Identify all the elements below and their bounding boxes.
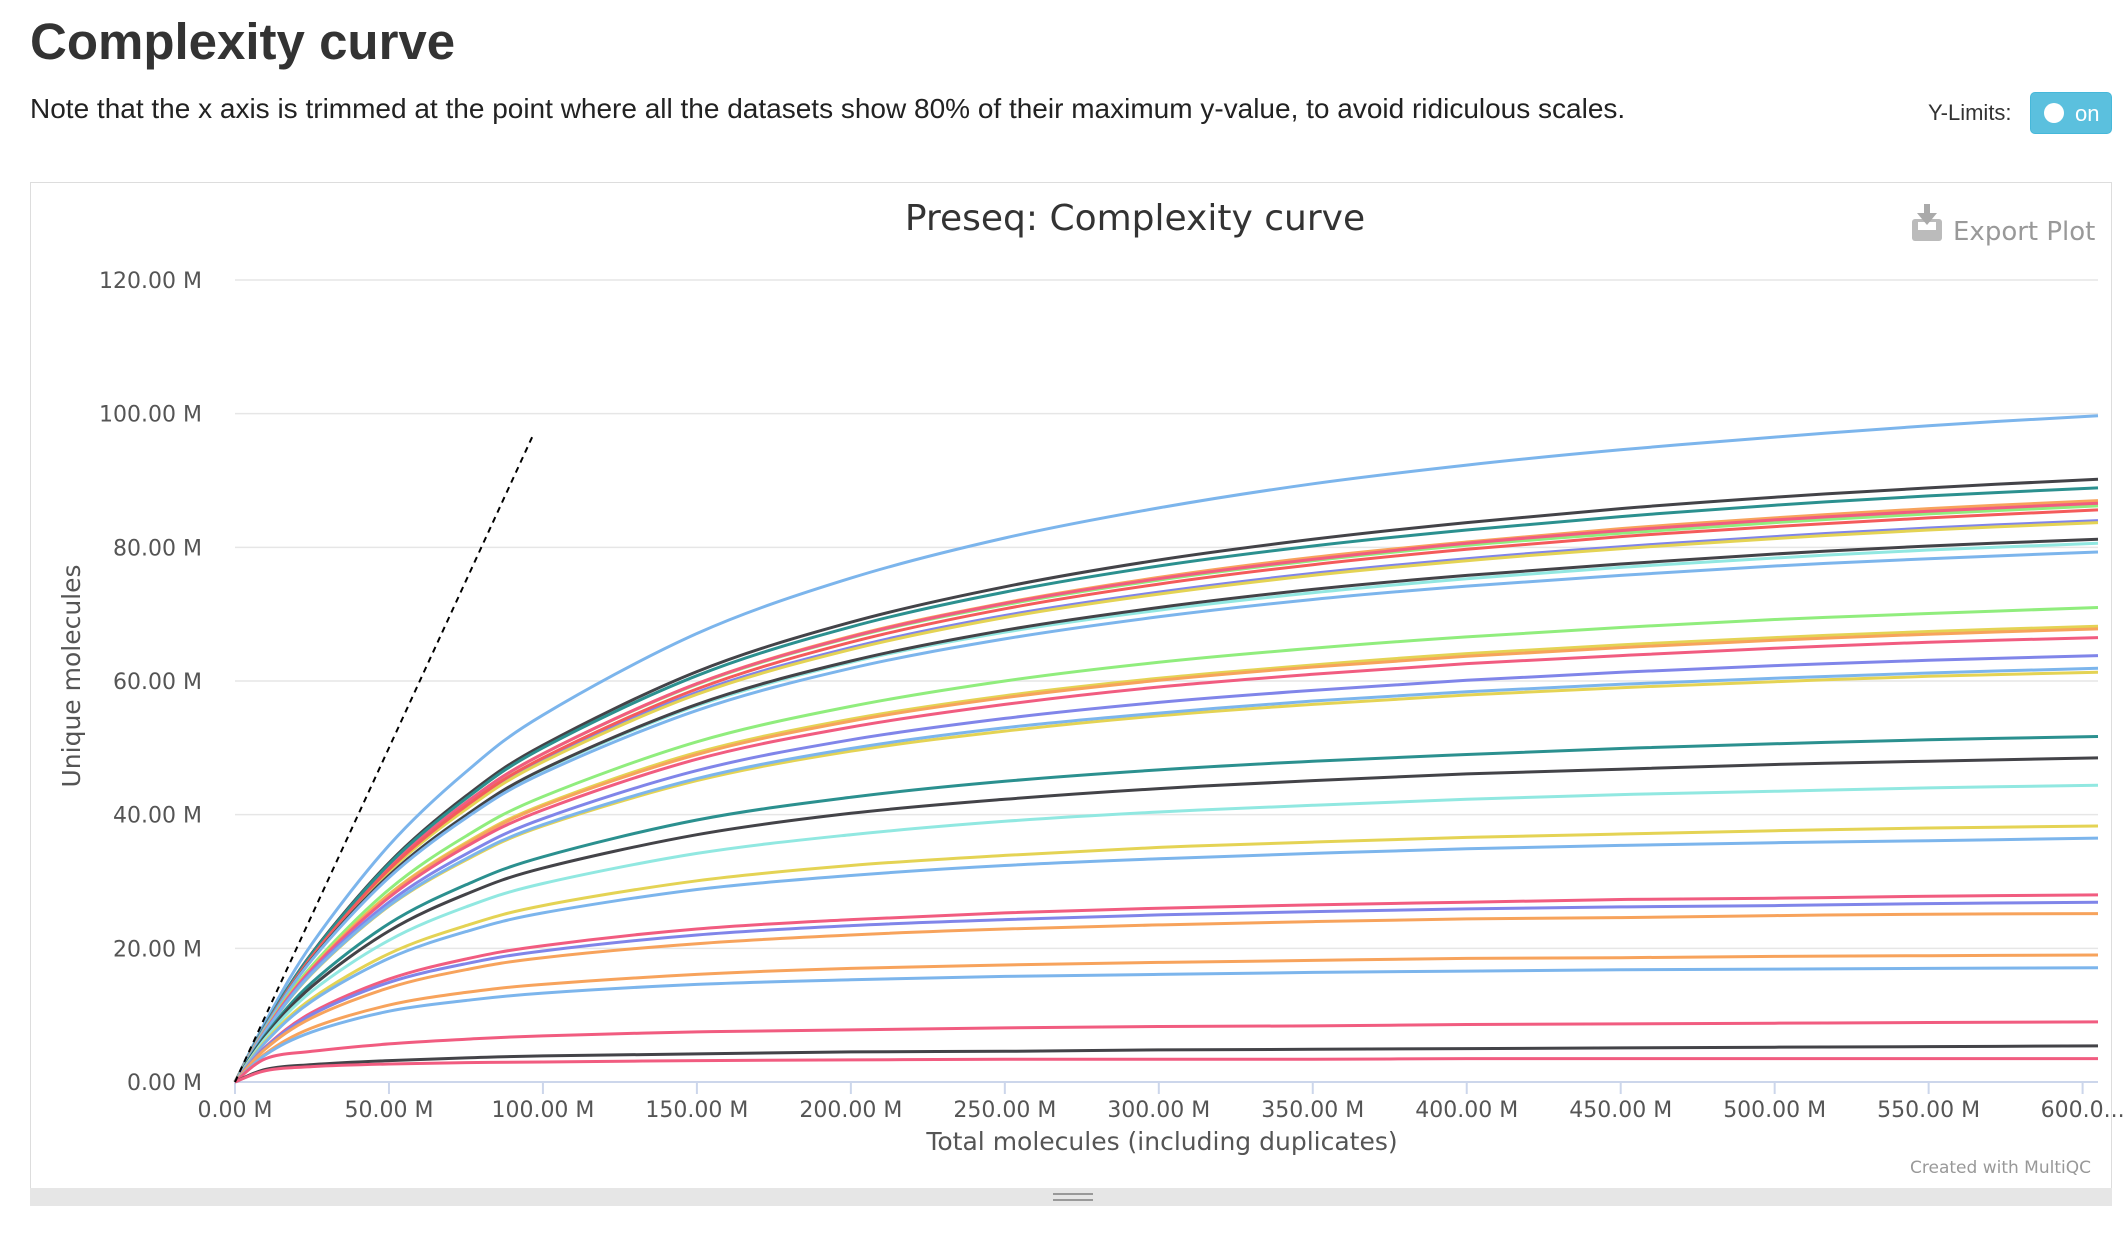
series-line-29[interactable] xyxy=(233,966,2099,1084)
x-tick-label: 150.00 M xyxy=(645,1098,748,1123)
grip-icon xyxy=(1053,1193,1093,1201)
series-line-14[interactable] xyxy=(233,624,2099,1083)
series-line-25[interactable] xyxy=(233,893,2099,1083)
y-tick-label: 60.00 M xyxy=(113,670,202,695)
series-line-30[interactable] xyxy=(234,1020,2099,1084)
plot-container xyxy=(30,182,2112,1202)
y-limits-label: Y-Limits: xyxy=(1928,100,2012,125)
x-tick-label: 600.0... xyxy=(2041,1098,2125,1123)
page-title: Complexity curve xyxy=(30,13,456,70)
series-line-15[interactable] xyxy=(233,627,2099,1083)
series-line-16[interactable] xyxy=(233,636,2099,1083)
series-line-22[interactable] xyxy=(233,783,2099,1083)
series-line-23[interactable] xyxy=(233,824,2099,1083)
export-plot-button[interactable]: Export Plot xyxy=(1912,204,2095,247)
series-line-2[interactable] xyxy=(233,477,2099,1083)
x-equals-y-reference-line xyxy=(234,433,535,1083)
chart-title: Preseq: Complexity curve xyxy=(905,198,1365,239)
x-tick-label: 450.00 M xyxy=(1569,1098,1672,1123)
x-tick-label: 100.00 M xyxy=(491,1098,594,1123)
series-line-1[interactable] xyxy=(233,414,2099,1083)
series-line-28[interactable] xyxy=(233,953,2099,1084)
x-axis-label: Total molecules (including duplicates) xyxy=(925,1127,1397,1156)
y-axis-label: Unique molecules xyxy=(57,564,86,787)
series-line-20[interactable] xyxy=(233,735,2099,1083)
y-tick-label: 80.00 M xyxy=(113,536,202,561)
series-line-31[interactable] xyxy=(234,1044,2099,1084)
x-tick-label: 50.00 M xyxy=(344,1098,433,1123)
series-line-13[interactable] xyxy=(233,606,2099,1083)
y-tick-label: 20.00 M xyxy=(113,937,202,962)
x-tick-label: 0.00 M xyxy=(198,1098,273,1123)
series-line-26[interactable] xyxy=(233,900,2099,1083)
x-tick-label: 300.00 M xyxy=(1107,1098,1210,1123)
export-plot-label: Export Plot xyxy=(1953,217,2095,247)
series-line-21[interactable] xyxy=(233,756,2099,1083)
x-tick-label: 200.00 M xyxy=(799,1098,902,1123)
y-tick-label: 0.00 M xyxy=(127,1071,202,1096)
download-icon xyxy=(1912,204,1942,241)
y-tick-label: 100.00 M xyxy=(99,403,202,428)
series-line-19[interactable] xyxy=(233,666,2099,1083)
series-line-17[interactable] xyxy=(233,654,2099,1083)
x-tick-labels: 0.00 M 50.00 M 100.00 M 150.00 M 200.00 M 250… xyxy=(198,1098,2125,1123)
series-line-24[interactable] xyxy=(233,836,2099,1083)
series-line-32[interactable] xyxy=(234,1057,2098,1084)
x-tick-label: 350.00 M xyxy=(1261,1098,1364,1123)
series-line-5[interactable] xyxy=(233,519,2099,1083)
multiqc-credit: Created with MultiQC xyxy=(1910,1158,2091,1178)
plot-resize-handle[interactable] xyxy=(30,1188,2112,1206)
x-tick-label: 550.00 M xyxy=(1877,1098,1980,1123)
y-tick-label: 40.00 M xyxy=(113,804,202,829)
toggle-knob xyxy=(2044,103,2064,123)
axes xyxy=(234,1081,2098,1094)
axis-trim-note: Note that the x axis is trimmed at the p… xyxy=(30,93,1626,124)
series-lines xyxy=(233,414,2099,1084)
y-tick-labels: 0.00 M 20.00 M 40.00 M 60.00 M 80.00 M 100.00… xyxy=(99,269,202,1096)
toggle-state-label: on xyxy=(2075,101,2100,126)
series-line-8[interactable] xyxy=(233,486,2099,1083)
x-tick-label: 400.00 M xyxy=(1415,1098,1518,1123)
x-tick-label: 250.00 M xyxy=(953,1098,1056,1123)
y-tick-label: 120.00 M xyxy=(99,269,202,294)
y-limits-toggle[interactable]: on xyxy=(2030,92,2112,134)
reference-line-group xyxy=(234,433,535,1083)
series-line-12[interactable] xyxy=(233,550,2099,1083)
series-line-9[interactable] xyxy=(233,508,2099,1083)
series-line-27[interactable] xyxy=(233,912,2099,1084)
x-tick-label: 500.00 M xyxy=(1723,1098,1826,1123)
